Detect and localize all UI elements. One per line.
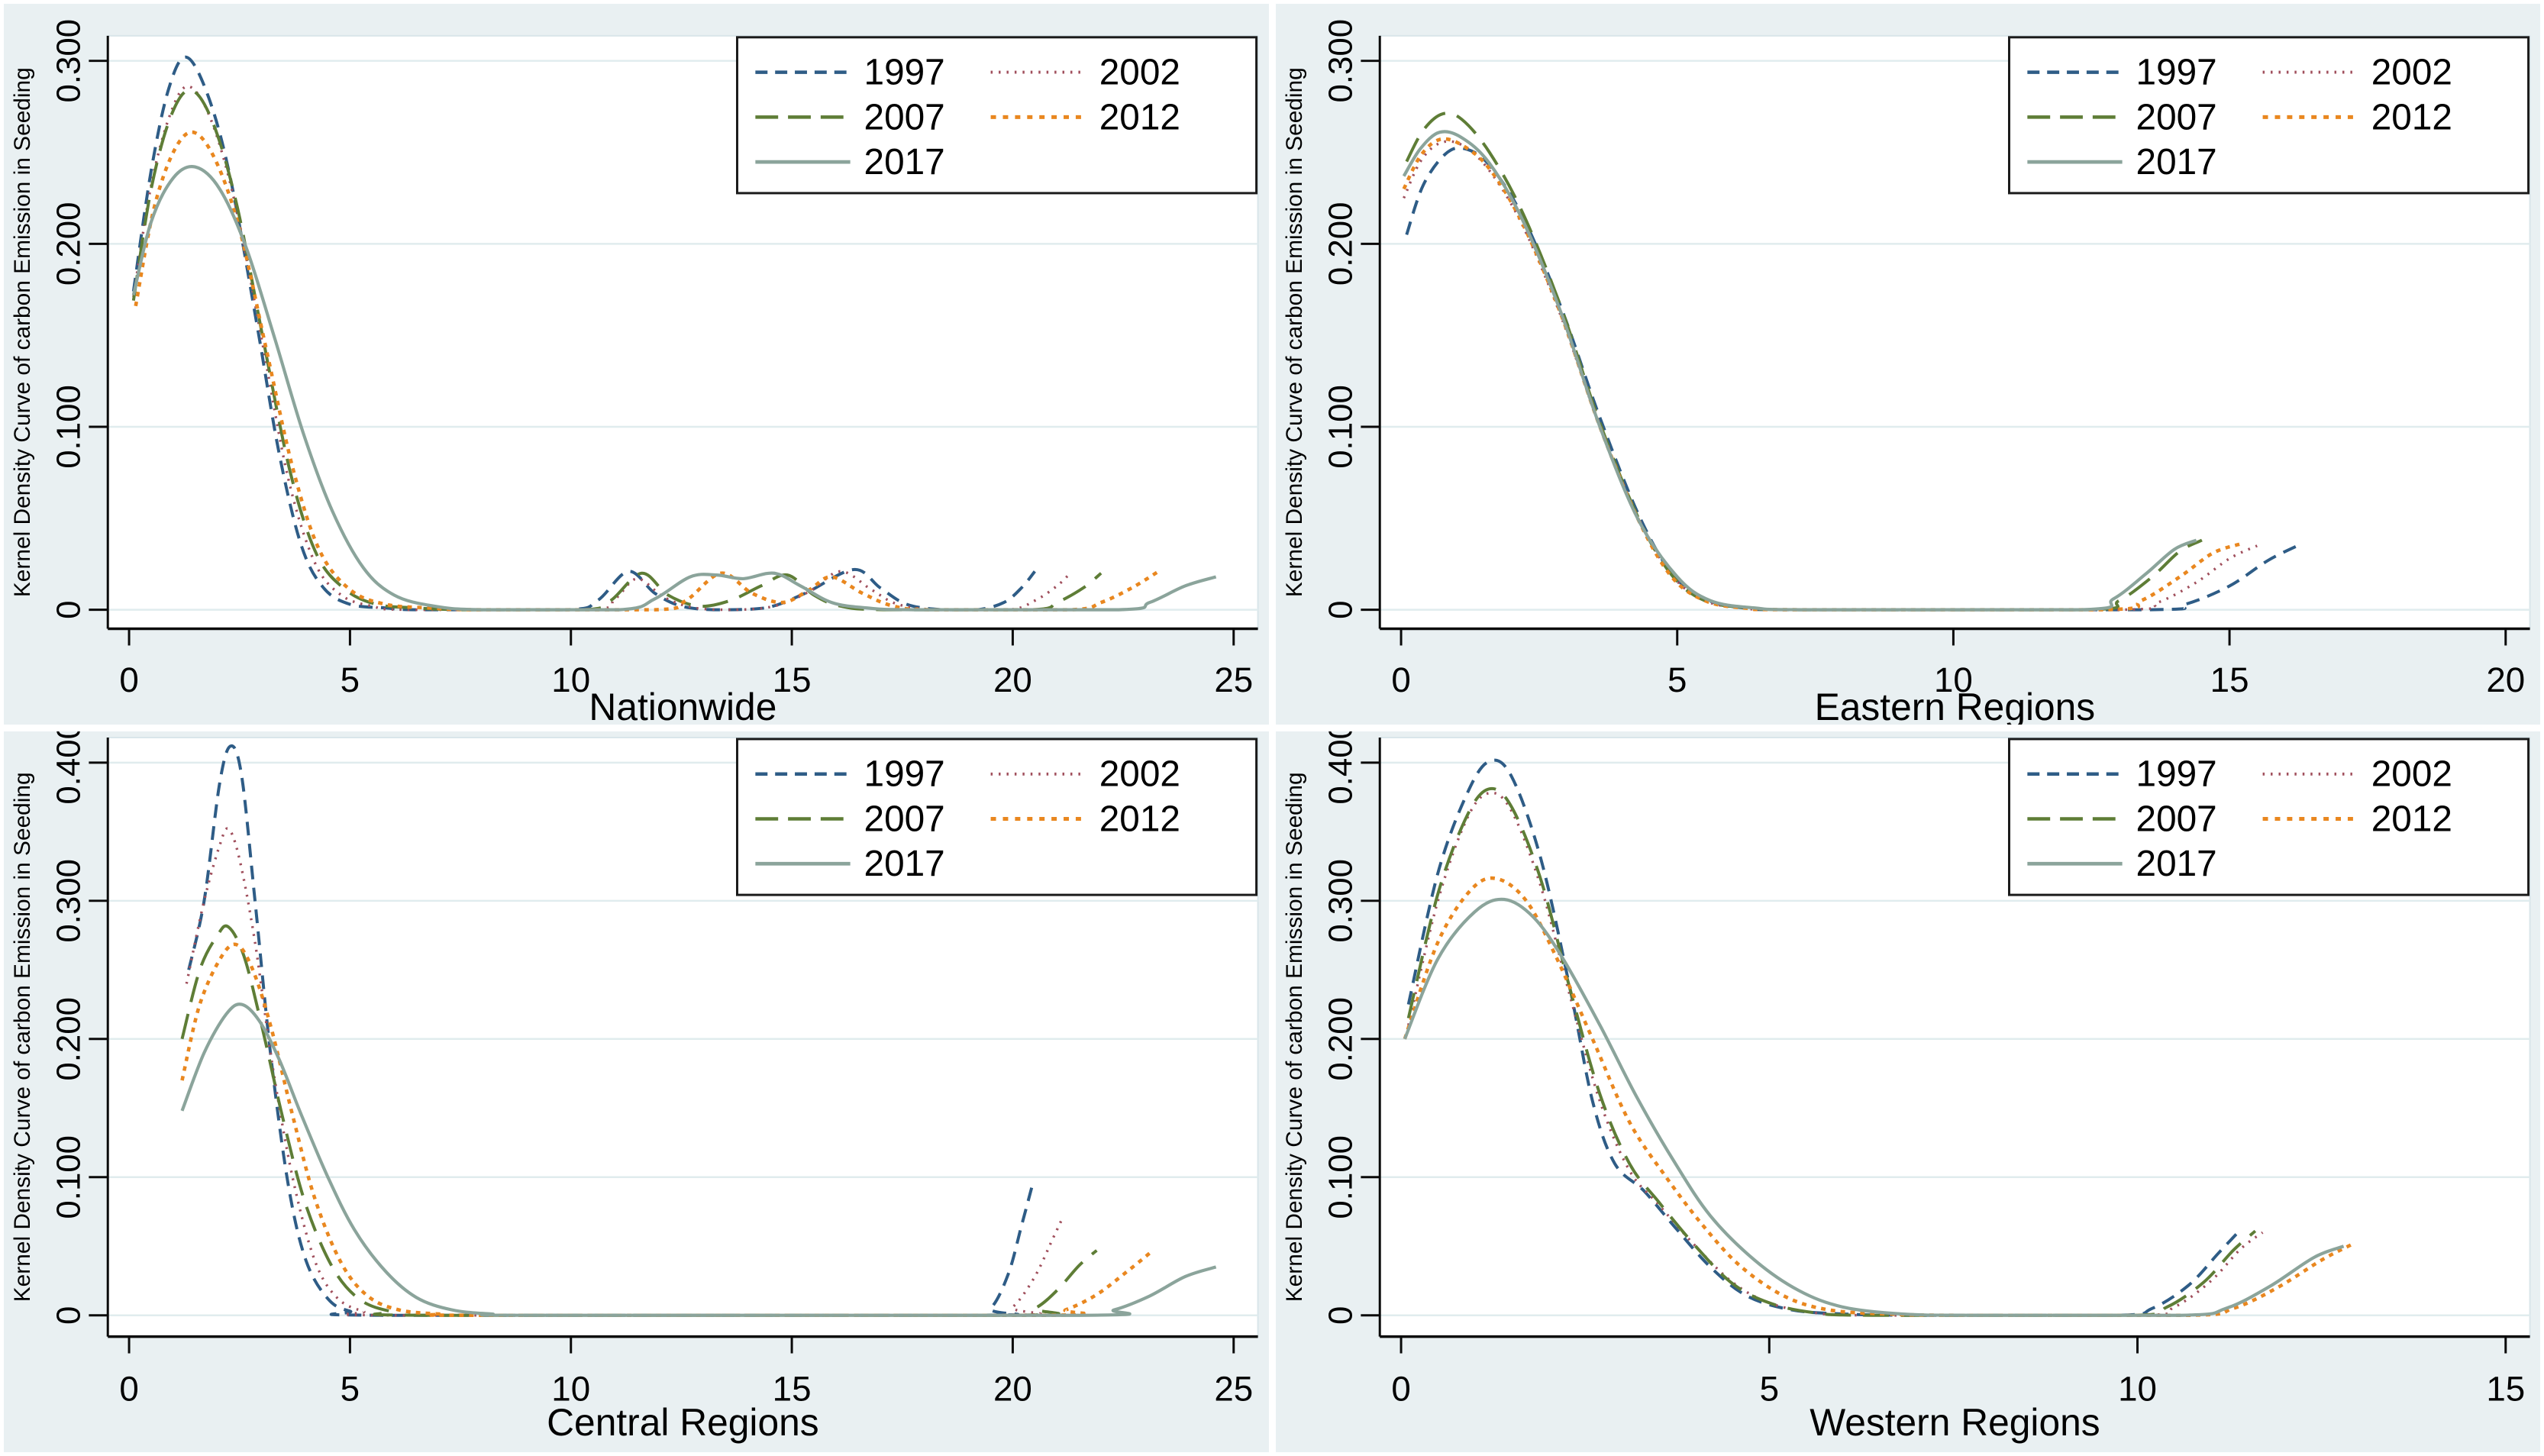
x-tick-label: 0 (1391, 660, 1410, 699)
x-tick-label: 10 (551, 660, 590, 699)
x-tick-label: 0 (1391, 1369, 1410, 1408)
legend-label-2017: 2017 (2136, 142, 2216, 182)
legend-label-2017: 2017 (864, 142, 945, 182)
series-curve-2017 (1403, 897, 2344, 1317)
y-tick-label: 0.200 (50, 202, 87, 286)
y-tick-label: 0.300 (50, 859, 87, 943)
legend-label-2002: 2002 (1099, 754, 1180, 795)
x-tick-label: 5 (1759, 1369, 1778, 1408)
legend-label-1997: 1997 (864, 754, 945, 795)
y-tick-label: 0.100 (50, 1135, 87, 1219)
x-tick-label: 15 (2210, 660, 2249, 699)
series-curve-2002 (185, 827, 1065, 1317)
y-tick-label: 0.300 (1322, 859, 1359, 943)
y-tick-label: 0.400 (50, 731, 87, 805)
x-tick-label: 0 (119, 1369, 138, 1408)
series-curve-2017 (180, 1002, 1217, 1317)
series-curve-2007 (131, 89, 1103, 612)
panel-central-regions: 0 0.100 0.200 0.300 0.400 0 5 10 15 20 25 Central R… (4, 731, 1269, 1452)
series-curve-2012 (134, 130, 1160, 612)
y-tick-label: 0.100 (50, 385, 87, 469)
y-tick-label: 0.300 (1322, 19, 1359, 103)
x-tick-label: 15 (773, 660, 812, 699)
x-tick-label: 0 (119, 660, 138, 699)
panel-western-regions: 0 0.100 0.200 0.300 0.400 0 5 10 15 Western Regio… (1275, 731, 2540, 1452)
y-axis-title: Kernel Density Curve of carbon Emission … (10, 772, 35, 1302)
legend-label-2002: 2002 (2371, 53, 2452, 93)
y-tick-label: 0.200 (50, 997, 87, 1081)
panel-nationwide: 0 0.100 0.200 0.300 0 5 10 15 20 25 Nationwide Kern… (4, 4, 1269, 725)
x-tick-label: 15 (2486, 1369, 2525, 1408)
y-tick-label: 0 (1322, 1306, 1359, 1325)
x-tick-label: 20 (2486, 660, 2525, 699)
x-tick-label: 10 (1933, 660, 1972, 699)
legend-label-1997: 1997 (2136, 754, 2216, 795)
legend-label-2007: 2007 (2136, 97, 2216, 137)
legend-box (736, 36, 1258, 195)
y-tick-label: 0.300 (50, 19, 87, 103)
x-axis-title: Eastern Regions (1814, 686, 2095, 725)
legend-box (2007, 738, 2529, 896)
y-tick-label: 0 (50, 600, 87, 618)
chart-central-regions: 0 0.100 0.200 0.300 0.400 0 5 10 15 20 25 Central R… (10, 731, 1259, 1444)
legend-label-2012: 2012 (2371, 799, 2452, 839)
y-axis-title: Kernel Density Curve of carbon Emission … (10, 67, 35, 597)
legend-label-2017: 2017 (2136, 844, 2216, 884)
series-curve-2017 (131, 165, 1217, 612)
x-tick-label: 5 (341, 660, 360, 699)
x-tick-label: 5 (1667, 660, 1687, 699)
x-tick-label: 10 (2118, 1369, 2157, 1408)
x-axis-title: Nationwide (589, 686, 776, 725)
legend-label-2002: 2002 (2371, 754, 2452, 795)
series-curve-2007 (1406, 786, 2256, 1317)
y-tick-label: 0.200 (1322, 997, 1359, 1081)
y-axis-title: Kernel Density Curve of carbon Emission … (1281, 772, 1306, 1302)
legend-label-2007: 2007 (864, 799, 945, 839)
chart-nationwide: 0 0.100 0.200 0.300 0 5 10 15 20 25 Nationwide Kern… (10, 19, 1259, 725)
x-tick-label: 5 (341, 1369, 360, 1408)
x-tick-label: 10 (551, 1369, 590, 1408)
series-curve-2017 (1402, 130, 2197, 612)
x-tick-label: 20 (993, 1369, 1032, 1408)
panel-eastern-regions: 0 0.100 0.200 0.300 0 5 10 15 20 Eastern Regions K… (1275, 4, 2540, 725)
y-tick-label: 0 (1322, 600, 1359, 618)
y-tick-label: 0 (50, 1306, 87, 1325)
legend-label-2012: 2012 (1099, 799, 1180, 839)
series-curve-2007 (180, 924, 1098, 1317)
legend-label-2007: 2007 (2136, 799, 2216, 839)
legend-label-2017: 2017 (864, 844, 945, 884)
x-tick-label: 20 (993, 660, 1032, 699)
y-tick-label: 0.200 (1322, 202, 1359, 286)
legend-label-2012: 2012 (1099, 97, 1180, 137)
y-tick-label: 0.100 (1322, 385, 1359, 469)
x-tick-label: 25 (1214, 660, 1253, 699)
legend-label-2002: 2002 (1099, 53, 1180, 93)
legend-box (2007, 36, 2529, 195)
legend-box (736, 738, 1258, 896)
y-tick-label: 0.100 (1322, 1135, 1359, 1219)
legend-label-1997: 1997 (2136, 53, 2216, 93)
legend-label-2012: 2012 (2371, 97, 2452, 137)
x-tick-label: 25 (1214, 1369, 1253, 1408)
series-curve-1997 (187, 744, 1035, 1317)
chart-western-regions: 0 0.100 0.200 0.300 0.400 0 5 10 15 Western Regio… (1281, 731, 2531, 1444)
chart-eastern-regions: 0 0.100 0.200 0.300 0 5 10 15 20 Eastern Regions K… (1281, 19, 2531, 725)
x-axis-title: Central Regions (547, 1401, 818, 1444)
x-axis-title: Western Regions (1810, 1401, 2100, 1444)
x-tick-label: 15 (773, 1369, 812, 1408)
legend-label-1997: 1997 (864, 53, 945, 93)
y-axis-title: Kernel Density Curve of carbon Emission … (1281, 67, 1306, 597)
series-curve-2007 (1405, 111, 2203, 612)
legend-label-2007: 2007 (864, 97, 945, 137)
series-curve-2012 (1402, 137, 2241, 612)
y-tick-label: 0.400 (1322, 731, 1359, 805)
